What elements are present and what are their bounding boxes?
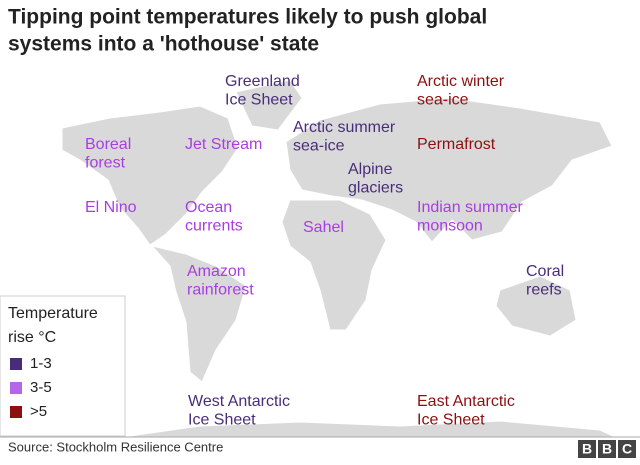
legend-title: rise °C xyxy=(8,329,56,346)
region-label: sea-ice xyxy=(293,138,345,155)
region-label: reefs xyxy=(526,282,562,299)
south-america xyxy=(150,245,247,383)
legend-swatch xyxy=(10,358,22,370)
region-label: Alpine xyxy=(348,161,393,178)
region-label: Greenland xyxy=(225,73,300,90)
legend-label: 3-5 xyxy=(30,379,52,396)
region-label: Arctic summer xyxy=(293,119,396,136)
region-label: Permafrost xyxy=(417,136,496,153)
logo-letter: B xyxy=(602,441,612,457)
eurasia xyxy=(285,97,613,243)
region-label: Coral xyxy=(526,263,564,280)
logo-letter: B xyxy=(582,441,592,457)
region-label: Boreal xyxy=(85,136,131,153)
region-label: forest xyxy=(85,155,126,172)
title: Tipping point temperatures likely to pus… xyxy=(8,6,487,29)
greenland xyxy=(235,79,303,131)
north-america xyxy=(61,105,239,246)
region-label: monsoon xyxy=(417,218,483,235)
region-label: El Nino xyxy=(85,199,137,216)
region-label: sea-ice xyxy=(417,92,469,109)
logo-block xyxy=(618,440,636,458)
legend-swatch xyxy=(10,382,22,394)
region-label: rainforest xyxy=(187,282,254,299)
region-label: Indian summer xyxy=(417,199,523,216)
world-map xyxy=(61,79,616,438)
australia xyxy=(495,275,577,337)
region-label: Ocean xyxy=(185,199,232,216)
legend-swatch xyxy=(10,406,22,418)
region-label: currents xyxy=(185,218,243,235)
logo-block xyxy=(578,440,596,458)
legend-title: Temperature xyxy=(8,305,98,322)
source: Source: Stockholm Resilience Centre xyxy=(8,439,223,454)
logo-letter: C xyxy=(622,441,632,457)
region-label: West Antarctic xyxy=(188,393,290,410)
region-label: Ice Sheet xyxy=(188,412,256,429)
region-label: Ice Sheet xyxy=(225,92,293,109)
legend-label: >5 xyxy=(30,403,47,420)
africa xyxy=(281,199,387,331)
region-label: glaciers xyxy=(348,180,403,197)
region-label: Arctic winter xyxy=(417,73,505,90)
title: systems into a 'hothouse' state xyxy=(8,33,319,56)
region-label: Amazon xyxy=(187,263,246,280)
logo-block xyxy=(598,440,616,458)
region-label: Jet Stream xyxy=(185,136,262,153)
region-label: Ice Sheet xyxy=(417,412,485,429)
region-label: Sahel xyxy=(303,219,344,236)
legend-label: 1-3 xyxy=(30,355,52,372)
region-label: East Antarctic xyxy=(417,393,515,410)
